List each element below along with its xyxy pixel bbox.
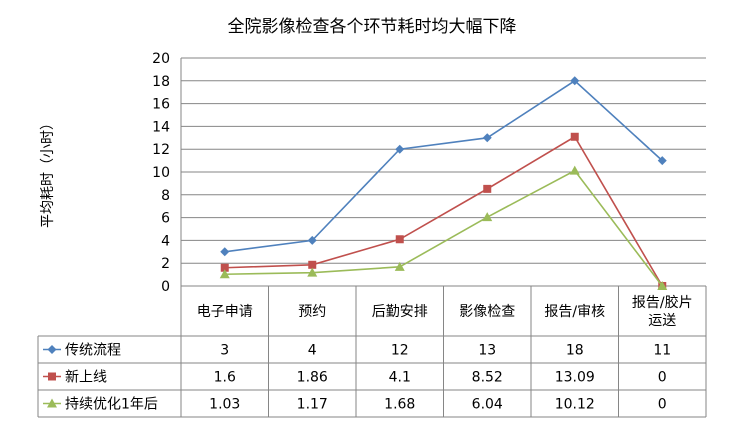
- table-value: 6.04: [472, 397, 503, 413]
- series-lines: [219, 76, 668, 290]
- data-point: [570, 132, 579, 141]
- table-value: 10.12: [555, 397, 595, 413]
- y-axis-label: 平均耗时（小时）: [40, 116, 56, 228]
- y-tick-label: 0: [161, 279, 170, 295]
- data-point: [394, 261, 405, 271]
- y-tick-label: 6: [161, 211, 170, 227]
- table-value: 12: [391, 343, 409, 359]
- x-category-label: 影像检查: [459, 304, 515, 320]
- y-tick-label: 4: [161, 233, 170, 249]
- x-category-label: 报告/审核: [544, 304, 605, 320]
- y-tick-label: 10: [152, 165, 170, 181]
- data-point: [483, 184, 492, 193]
- data-point: [307, 235, 317, 245]
- table-value: 1.6: [214, 370, 236, 386]
- legend-entry: 持续优化1年后: [65, 396, 158, 413]
- data-point: [308, 260, 317, 269]
- table-value: 0: [658, 397, 667, 413]
- gridlines: [180, 57, 706, 417]
- x-category-label: 电子申请: [197, 304, 253, 320]
- table-value: 4: [308, 343, 317, 359]
- data-point: [220, 263, 229, 272]
- data-point: [482, 212, 493, 222]
- x-category-label: 后勤安排: [372, 304, 428, 320]
- data-point: [657, 281, 668, 290]
- series-line: [224, 169, 663, 287]
- data-point: [219, 269, 230, 279]
- table-value: 1.68: [384, 397, 415, 413]
- data-point: [570, 76, 580, 86]
- table-value: 1.86: [297, 370, 328, 386]
- legend-entry: 传统流程: [65, 343, 121, 359]
- y-tick-label: 14: [152, 119, 170, 135]
- data-point: [307, 267, 318, 277]
- x-category-label: 报告/胶片: [632, 294, 693, 311]
- series-line: [224, 135, 663, 287]
- table-value: 3: [220, 343, 229, 359]
- table-value: 0: [658, 370, 667, 386]
- table-value: 4.1: [389, 370, 411, 386]
- legend-key-marker: [47, 398, 57, 408]
- legend-key-marker: [48, 372, 56, 381]
- data-point: [482, 133, 492, 143]
- data-point: [657, 156, 667, 166]
- data-point: [569, 165, 580, 175]
- chart-title: 全院影像检查各个环节耗时均大幅下降: [228, 17, 517, 37]
- series-line: [224, 79, 663, 253]
- table-value: 13: [478, 343, 496, 359]
- x-category-label: 预约: [298, 304, 326, 320]
- data-point: [395, 235, 404, 244]
- legend-key-marker: [47, 345, 57, 354]
- table-value: 11: [653, 343, 671, 359]
- table-value: 1.17: [297, 397, 328, 413]
- table-value: 8.52: [472, 370, 503, 386]
- y-tick-label: 12: [152, 142, 170, 158]
- x-category-label: 运送: [648, 313, 676, 329]
- y-tick-label: 16: [152, 97, 170, 113]
- table-value: 1.03: [209, 397, 240, 413]
- table-value: 13.09: [555, 370, 595, 386]
- y-tick-label: 2: [161, 256, 170, 272]
- legend-entry: 新上线: [65, 370, 107, 386]
- y-axis-ticks: 0 2 4 6 8 10 12 14 16 18 20: [152, 51, 170, 295]
- data-point: [220, 247, 230, 257]
- table-value: 18: [566, 343, 584, 359]
- y-tick-label: 20: [152, 51, 170, 67]
- data-point: [395, 144, 405, 154]
- y-tick-label: 18: [152, 74, 170, 90]
- y-tick-label: 8: [161, 188, 170, 204]
